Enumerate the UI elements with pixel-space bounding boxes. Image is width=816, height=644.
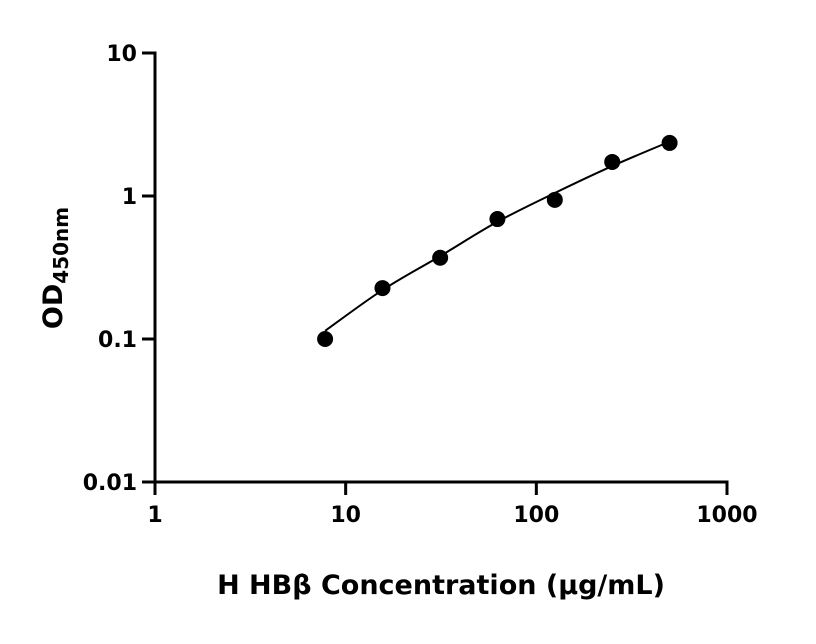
data-point bbox=[432, 249, 449, 266]
fit-curve bbox=[324, 140, 670, 332]
data-point bbox=[604, 153, 621, 170]
data-point bbox=[546, 191, 563, 208]
data-point bbox=[317, 331, 334, 347]
x-tick-label: 100 bbox=[513, 503, 559, 528]
y-axis-label: OD450nm bbox=[38, 207, 73, 329]
x-tick-label: 10 bbox=[330, 503, 361, 528]
y-label-main: OD bbox=[38, 284, 69, 329]
y-tick-label: 1 bbox=[122, 185, 137, 210]
y-tick-label: 0.01 bbox=[83, 471, 137, 496]
data-point bbox=[489, 211, 506, 228]
y-tick-label: 10 bbox=[106, 42, 137, 67]
x-tick-label: 1 bbox=[147, 503, 162, 528]
data-point bbox=[661, 134, 678, 151]
y-axis-label-group: OD450nm bbox=[38, 207, 73, 329]
data-point bbox=[374, 280, 391, 297]
x-tick-label: 1000 bbox=[696, 503, 757, 528]
y-label-subscript: 450nm bbox=[49, 207, 73, 284]
y-tick-label: 0.1 bbox=[98, 328, 137, 353]
x-axis-label: H HBβ Concentration (μg/mL) bbox=[217, 570, 665, 601]
